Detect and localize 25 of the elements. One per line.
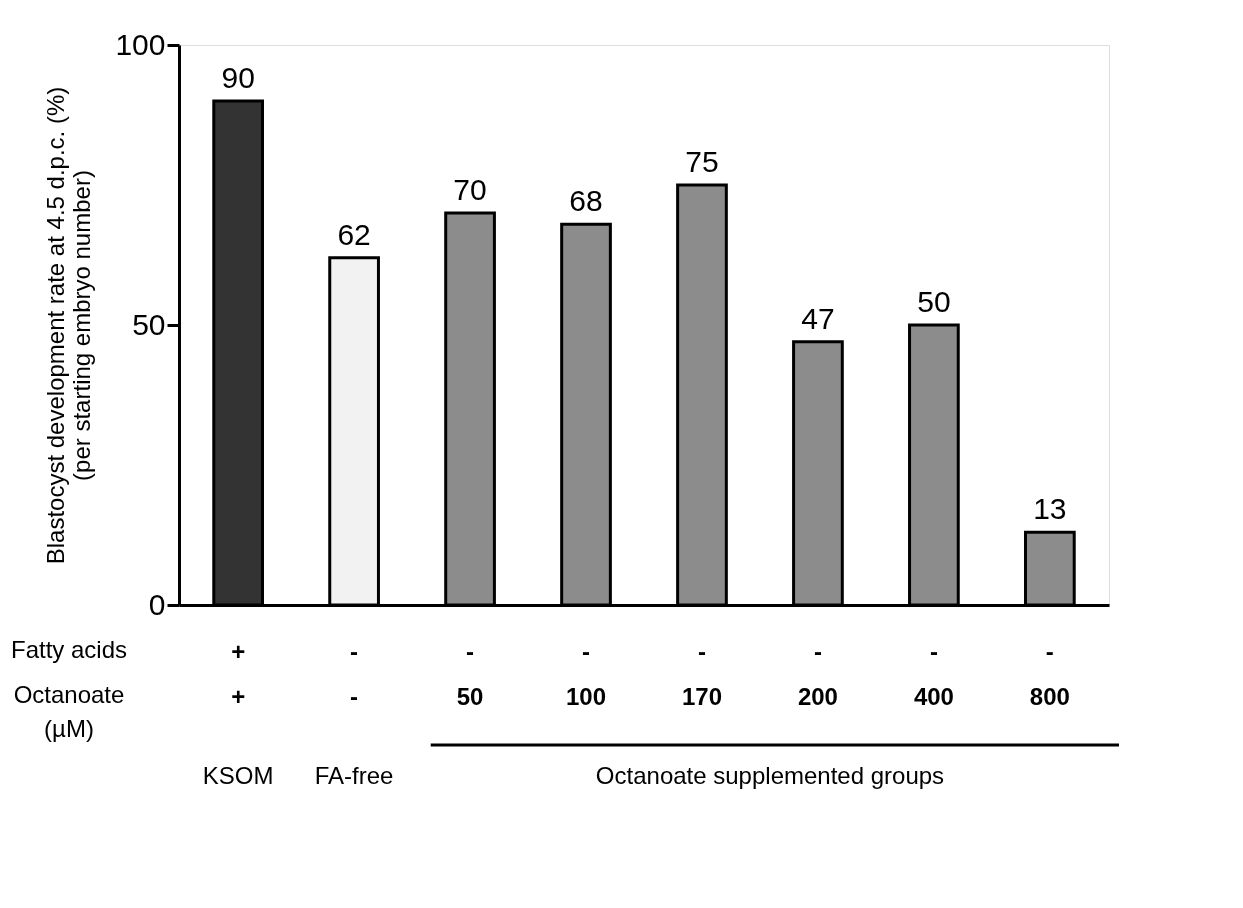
data-label: 13 [1033, 492, 1067, 526]
text: Fatty acids [10, 636, 128, 663]
y-tick-label: 0 [148, 587, 166, 621]
data-label: 68 [569, 184, 603, 218]
category-label: - 170 [681, 638, 722, 710]
y-tick-label: 100 [115, 27, 166, 61]
category-label: - - [350, 638, 359, 710]
category-label: + + [231, 638, 246, 710]
data-label: 50 [917, 285, 951, 318]
y-tick-label: 50 [132, 307, 166, 341]
text: KSOM [202, 762, 274, 789]
category-label: - 100 [566, 638, 607, 710]
y-axis-title: Blastocyst development rate at 4.5 d.p.c. (%) (per starting embryo number) [42, 86, 96, 565]
category-label: - 50 [456, 638, 484, 710]
data-label: 47 [801, 301, 835, 335]
text: FA-free [314, 762, 394, 789]
data-label: 62 [337, 217, 371, 251]
category-label: - 400 [913, 638, 954, 710]
data-label: 70 [453, 173, 487, 206]
category-label: - 800 [1029, 638, 1070, 710]
text: Octanoate (µM) [13, 681, 125, 742]
data-label: 75 [685, 145, 719, 178]
data-label: 90 [221, 61, 255, 94]
text: Octanoate supplemented groups [595, 762, 945, 789]
category-label: - 200 [797, 638, 838, 710]
